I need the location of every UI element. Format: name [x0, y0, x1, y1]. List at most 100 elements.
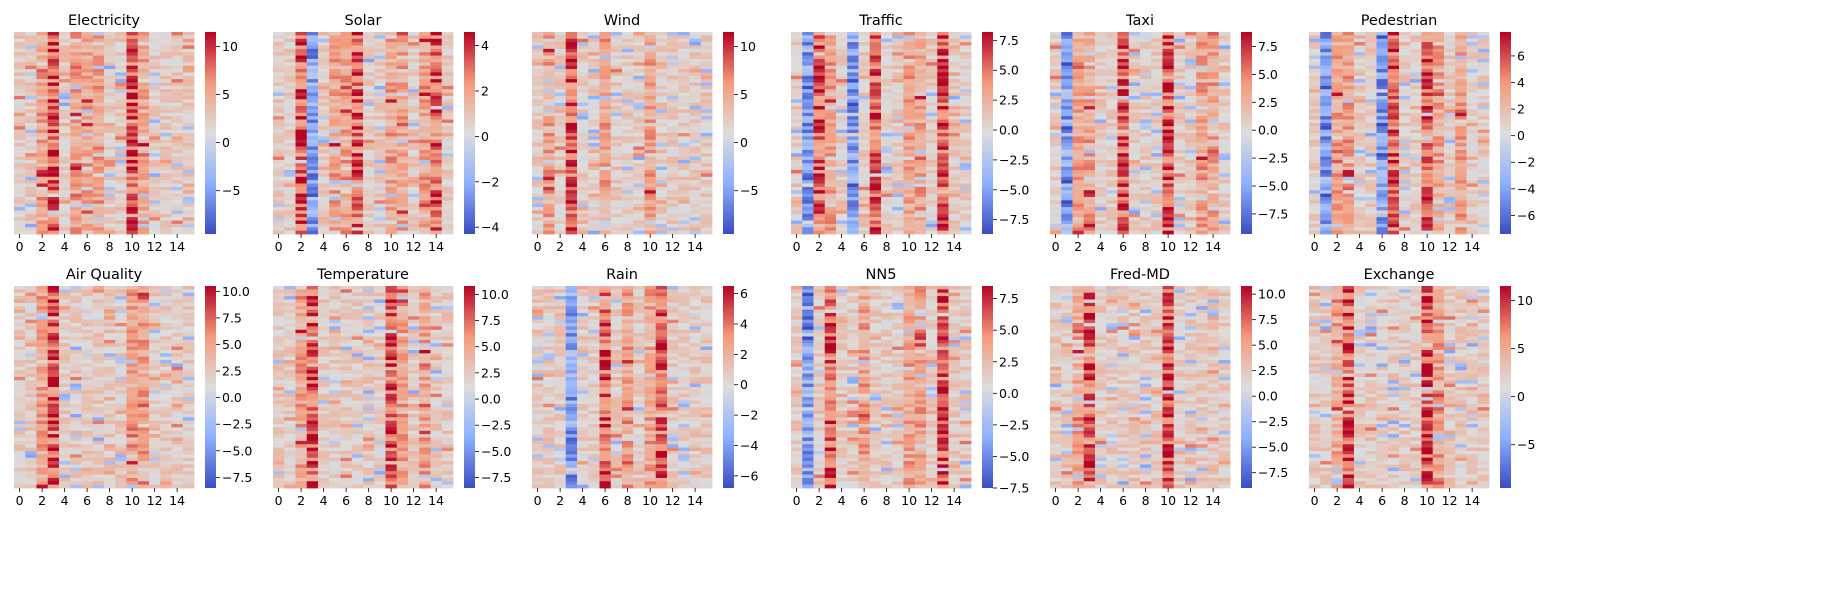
heatmap-cell: [329, 126, 341, 131]
heatmap-cell: [104, 230, 116, 235]
heatmap-cell: [14, 166, 26, 171]
heatmap-cell: [1151, 75, 1163, 80]
heatmap-cell: [565, 143, 578, 147]
heatmap-cell: [182, 186, 195, 191]
x-tick-label: 10: [642, 239, 658, 254]
heatmap-cell: [1196, 116, 1208, 120]
heatmap-cell: [892, 106, 904, 110]
heatmap-cell: [59, 153, 71, 157]
heatmap-cell: [869, 119, 882, 124]
heatmap-cell: [813, 207, 826, 211]
heatmap-cell: [70, 143, 82, 147]
heatmap-cell: [318, 89, 330, 93]
heatmap-cell: [655, 186, 668, 191]
heatmap-cell: [1061, 166, 1073, 171]
heatmap-cell: [1196, 85, 1208, 90]
x-tick-label: 10: [124, 239, 140, 254]
heatmap-cell: [802, 85, 814, 90]
heatmap-cell: [869, 109, 882, 114]
heatmap-cell: [171, 176, 184, 181]
heatmap-cell: [1309, 109, 1321, 114]
heatmap-cell: [610, 210, 623, 215]
heatmap-cell: [306, 126, 319, 131]
heatmap-cell: [81, 173, 94, 178]
heatmap-cell: [678, 106, 690, 110]
heatmap-cell: [847, 176, 859, 181]
heatmap-cell: [881, 146, 893, 151]
heatmap-cell: [441, 176, 454, 181]
heatmap-cell: [1106, 112, 1118, 117]
heatmap-cell: [295, 159, 308, 164]
heatmap-cell: [622, 99, 634, 104]
heatmap-cell: [340, 102, 353, 107]
heatmap-cell: [1050, 116, 1062, 120]
heatmap-cell: [1151, 217, 1163, 221]
heatmap-cell: [419, 52, 431, 56]
heatmap-cell: [182, 62, 195, 67]
heatmap-cell: [937, 129, 949, 134]
heatmap-cell: [644, 217, 657, 221]
heatmap-cell: [104, 95, 116, 100]
heatmap-cell: [959, 92, 972, 97]
heatmap-cell: [284, 89, 296, 93]
heatmap-cell: [374, 217, 386, 221]
heatmap-cell: [926, 89, 938, 93]
heatmap-cell: [836, 159, 848, 164]
heatmap-cell: [329, 223, 341, 228]
heatmap-cell: [824, 92, 837, 97]
heatmap-cell: [1218, 32, 1231, 36]
heatmap-cell: [1151, 62, 1163, 67]
heatmap-cell: [160, 139, 172, 144]
heatmap-cell: [171, 69, 184, 73]
heatmap-cell: [1061, 190, 1073, 194]
heatmap-cell: [351, 227, 364, 232]
heatmap-cell: [1140, 183, 1152, 188]
heatmap-cell: [1083, 143, 1096, 147]
heatmap-cell: [959, 48, 972, 53]
heatmap-cell: [182, 85, 195, 90]
heatmap-cell: [948, 89, 961, 93]
heatmap-cell: [689, 217, 702, 221]
heatmap-cell: [340, 133, 353, 137]
heatmap-cell: [948, 32, 961, 36]
heatmap-cell: [385, 170, 398, 174]
heatmap-cell: [396, 52, 409, 56]
heatmap-cell: [14, 45, 26, 50]
heatmap-cell: [47, 106, 60, 110]
heatmap-cell: [926, 223, 938, 228]
heatmap-cell: [678, 176, 690, 181]
heatmap-cell: [374, 69, 386, 73]
heatmap-cell: [306, 176, 319, 181]
heatmap-cell: [959, 227, 972, 232]
heatmap-cell: [408, 183, 420, 188]
heatmap-cell: [869, 223, 882, 228]
heatmap-cell: [1050, 156, 1062, 161]
heatmap-cell: [318, 119, 330, 124]
heatmap-cell: [813, 143, 826, 147]
heatmap-cell: [306, 99, 319, 104]
heatmap-cell: [340, 166, 353, 171]
heatmap-cell: [1162, 146, 1175, 151]
heatmap-cell: [1207, 79, 1220, 83]
heatmap-cell: [14, 58, 26, 63]
heatmap-cell: [565, 52, 578, 56]
heatmap-cell: [554, 133, 567, 137]
heatmap-cell: [70, 133, 82, 137]
heatmap-cell: [914, 75, 927, 80]
heatmap-cell: [36, 180, 49, 184]
heatmap-cell: [318, 227, 330, 232]
heatmap-cell: [644, 207, 657, 211]
heatmap-cell: [588, 186, 600, 191]
heatmap-cell: [59, 122, 71, 127]
heatmap-cell: [937, 156, 949, 161]
heatmap-cell: [565, 82, 578, 87]
heatmap-cell: [667, 213, 679, 218]
heatmap-cell: [577, 69, 589, 73]
heatmap-cell: [126, 65, 139, 70]
heatmap-cell: [160, 48, 172, 53]
heatmap-cell: [847, 190, 859, 194]
heatmap-cell: [599, 42, 612, 46]
heatmap-cell: [408, 52, 420, 56]
heatmap-cell: [1106, 220, 1118, 225]
heatmap-cell: [318, 45, 330, 50]
